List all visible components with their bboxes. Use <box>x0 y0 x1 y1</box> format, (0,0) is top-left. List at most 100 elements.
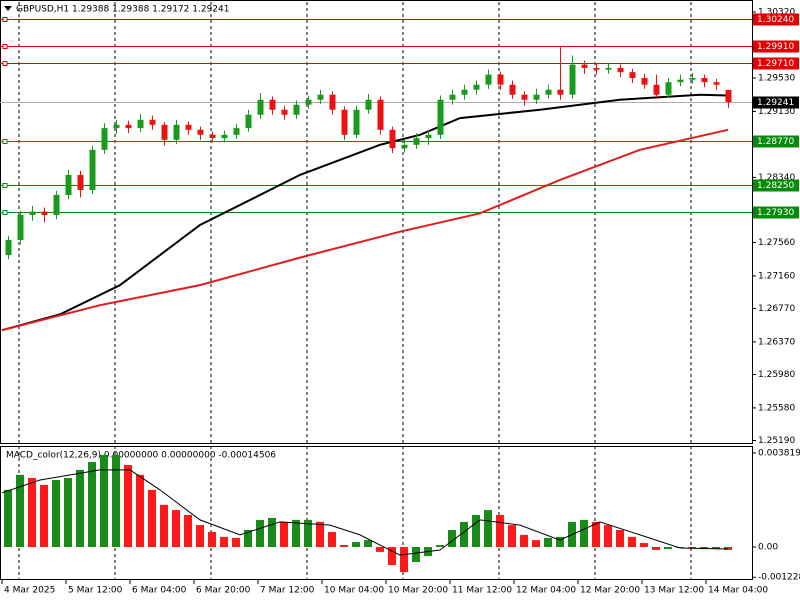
candle-body <box>29 211 36 215</box>
candle-body <box>221 134 228 139</box>
macd-bar <box>148 489 156 547</box>
candle-body <box>593 67 600 70</box>
macd-bar <box>712 546 720 549</box>
candle <box>413 133 420 149</box>
moving-average <box>1 93 729 332</box>
macd-bar <box>112 454 120 547</box>
level-label: 1.30240 <box>757 15 794 25</box>
candle-body <box>629 72 636 79</box>
macd-bar <box>352 542 360 547</box>
price-pane-border <box>0 0 753 444</box>
menu-arrow[interactable] <box>4 6 12 11</box>
macd-bar <box>460 521 468 547</box>
candle-body <box>389 129 396 149</box>
macd-bar <box>292 519 300 547</box>
candle <box>521 91 528 106</box>
last-price-tag <box>753 96 799 109</box>
level-label: 1.28770 <box>757 137 794 147</box>
candle-body <box>5 240 12 256</box>
candle-body <box>545 89 552 95</box>
separators <box>18 2 692 580</box>
candle-body <box>377 99 384 130</box>
macd-bar <box>688 546 696 548</box>
macd-bar <box>484 510 492 547</box>
macd-bar <box>580 519 588 547</box>
candle-body <box>689 78 696 80</box>
y-tick-label: -0.001228 <box>758 573 800 583</box>
candle-body <box>41 211 48 215</box>
macd-bar <box>64 478 72 547</box>
candle-body <box>197 129 204 135</box>
macd-bar <box>664 546 672 549</box>
candle <box>257 93 264 119</box>
candle-body <box>281 109 288 115</box>
macd-bar <box>124 464 132 547</box>
level-marker <box>2 210 8 215</box>
level-marker <box>2 183 8 188</box>
macd-bar <box>328 531 336 547</box>
candle <box>581 60 588 74</box>
level-tag <box>753 40 799 53</box>
macd-bar <box>100 454 108 547</box>
candle <box>113 119 120 134</box>
y-tick-label: 1.25980 <box>758 370 795 380</box>
candle <box>341 106 348 140</box>
candle-body <box>233 128 240 135</box>
candle-body <box>137 119 144 129</box>
candle-body <box>569 64 576 95</box>
x-tick-label: 13 Mar 12:00 <box>644 586 704 596</box>
macd-bar <box>4 489 12 547</box>
candle-body <box>605 67 612 70</box>
macd-bar <box>472 514 480 547</box>
candle <box>461 84 468 100</box>
candle-body <box>365 99 372 110</box>
candle <box>101 123 108 155</box>
x-tick-label: 11 Mar 12:00 <box>452 586 512 596</box>
x-tick-label: 5 Mar 12:00 <box>68 586 123 596</box>
candle <box>89 145 96 195</box>
candle-body <box>305 99 312 105</box>
macd-bar <box>376 546 384 552</box>
candle <box>305 95 312 109</box>
candle-body <box>113 124 120 129</box>
candle <box>509 80 516 99</box>
y-tick-label: 1.27560 <box>758 238 795 248</box>
candle-body <box>173 124 180 140</box>
macd-bar <box>496 514 504 547</box>
candle <box>149 115 156 130</box>
candle <box>137 113 144 133</box>
candle-body <box>437 99 444 135</box>
y-tick-label: 1.29130 <box>758 107 795 117</box>
candle <box>569 55 576 99</box>
candle-body <box>245 114 252 129</box>
candle-body <box>497 74 504 85</box>
candle-body <box>341 109 348 135</box>
macd-bar <box>412 546 420 563</box>
macd-bar <box>448 530 456 547</box>
level-tag <box>753 179 799 192</box>
y-tick-label: 1.27160 <box>758 271 795 281</box>
candle <box>689 72 696 84</box>
level-tag <box>753 206 799 219</box>
candle <box>473 80 480 95</box>
candle-body <box>485 74 492 85</box>
candle <box>5 235 12 260</box>
candle <box>29 205 36 221</box>
candle <box>173 119 180 144</box>
macd-bar <box>268 517 276 547</box>
candle <box>65 169 72 200</box>
candle-body <box>101 128 108 150</box>
last-price-label: 1.29241 <box>757 98 794 108</box>
macd-bar <box>520 534 528 547</box>
candle <box>629 68 636 84</box>
candle <box>677 74 684 87</box>
candle-body <box>89 149 96 190</box>
level-marker <box>2 17 8 22</box>
candle <box>41 207 48 223</box>
candle <box>365 93 372 114</box>
macd-title: MACD_color(12,26,9) 0.00000000 0.0000000… <box>6 451 276 461</box>
candle <box>617 64 624 78</box>
candle <box>545 84 552 99</box>
level-tag <box>753 57 799 70</box>
